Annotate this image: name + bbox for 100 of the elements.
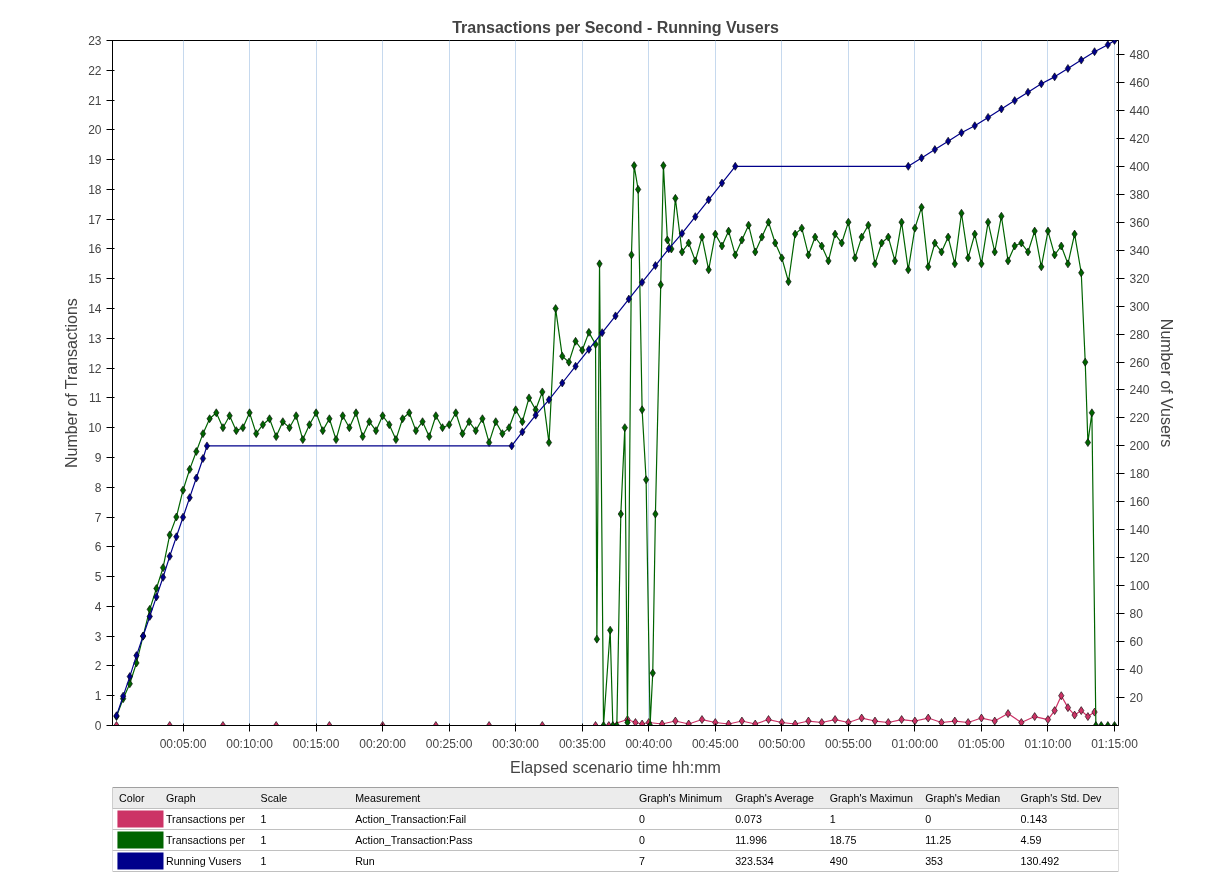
text: 353 xyxy=(925,855,944,867)
y-tick-label: 7 xyxy=(94,510,102,525)
x-tick-label: 00:05:00 xyxy=(159,736,207,751)
y2-tick-label: 240 xyxy=(1129,383,1150,398)
x-tick-label: 00:50:00 xyxy=(758,736,806,751)
text: 490 xyxy=(829,855,848,867)
y2-tick-label: 220 xyxy=(1129,411,1150,426)
y2-tick-label: 80 xyxy=(1129,607,1144,622)
y2-tick-label: 280 xyxy=(1129,327,1150,342)
x-tick-label: 01:00:00 xyxy=(891,736,939,751)
y-tick-label: 15 xyxy=(88,272,102,287)
y2-tick-label: 60 xyxy=(1129,635,1144,650)
y2-tick-label: 160 xyxy=(1129,495,1150,510)
y2-tick-label: 360 xyxy=(1129,215,1150,230)
y2-tick-label: 140 xyxy=(1129,523,1150,538)
text: Measurement xyxy=(355,792,421,804)
text: 11.25 xyxy=(925,834,952,846)
x-tick-label: 01:10:00 xyxy=(1024,736,1072,751)
text: 1 xyxy=(829,813,836,825)
y2-tick-label: 200 xyxy=(1129,439,1150,454)
text: Action_Transaction:Pass xyxy=(355,834,473,846)
text: 1 xyxy=(260,834,267,846)
y2-tick-label: 340 xyxy=(1129,243,1150,258)
y-tick-label: 2 xyxy=(94,659,102,674)
y2-tick-label: 320 xyxy=(1129,271,1150,286)
text: Graph's Minimum xyxy=(638,792,723,804)
chart-title: Transactions per Second - Running Vusers xyxy=(452,18,779,36)
y2-tick-label: 40 xyxy=(1129,663,1144,678)
x-tick-label: 00:55:00 xyxy=(825,736,873,751)
text: Color xyxy=(119,792,145,804)
x-axis-title: Elapsed scenario time hh:mm xyxy=(510,758,721,776)
text: Run xyxy=(355,855,375,867)
y-tick-label: 14 xyxy=(88,302,102,317)
y-tick-label: 0 xyxy=(94,719,102,733)
text: 0 xyxy=(925,813,932,825)
x-tick-label: 00:15:00 xyxy=(292,736,340,751)
text: 0.143 xyxy=(1020,813,1048,825)
y2-tick-label: 180 xyxy=(1129,467,1150,482)
text: 0 xyxy=(638,834,645,846)
text: 0 xyxy=(638,813,645,825)
text: Action_Transaction:Fail xyxy=(355,813,467,825)
y-tick-label: 13 xyxy=(88,331,102,346)
y2-tick-label: 100 xyxy=(1129,579,1150,594)
legend-label: Running Vusers xyxy=(165,855,242,867)
y-tick-label: 18 xyxy=(88,182,102,197)
y-tick-label: 20 xyxy=(88,123,102,138)
text: 18.75 xyxy=(829,834,857,846)
text: Graph's Std. Dev xyxy=(1020,792,1103,804)
y-tick-label: 12 xyxy=(88,361,102,376)
text: 1 xyxy=(260,813,267,825)
y2-tick-label: 460 xyxy=(1129,75,1150,90)
y-tick-label: 11 xyxy=(89,391,102,406)
y-tick-label: 8 xyxy=(94,480,102,495)
y-tick-label: 10 xyxy=(88,421,102,436)
y-tick-label: 16 xyxy=(88,242,102,257)
y-tick-label: 23 xyxy=(88,34,102,48)
y-tick-label: 9 xyxy=(94,450,102,465)
text: Scale xyxy=(260,792,288,804)
y2-tick-label: 260 xyxy=(1129,355,1150,370)
y-tick-label: 1 xyxy=(94,689,102,704)
text: 0.073 xyxy=(735,813,762,825)
y-tick-label: 21 xyxy=(88,93,102,108)
y2-tick-label: 400 xyxy=(1129,159,1150,174)
x-tick-label: 00:45:00 xyxy=(691,736,739,751)
x-tick-label: 00:10:00 xyxy=(226,736,274,751)
text: Graph's Median xyxy=(925,792,1001,804)
y2-tick-label: 380 xyxy=(1129,187,1150,202)
text: Graph's Average xyxy=(735,792,815,804)
y2-tick-label: 420 xyxy=(1129,131,1150,146)
x-tick-label: 00:35:00 xyxy=(558,736,606,751)
y-tick-label: 22 xyxy=(88,63,102,78)
y2-axis-title: Number of Vusers xyxy=(1157,318,1175,448)
x-tick-label: 00:20:00 xyxy=(359,736,407,751)
y-axis-title: Number of Transactions xyxy=(63,298,81,469)
x-tick-label: 00:25:00 xyxy=(425,736,473,751)
text: 323.534 xyxy=(735,855,774,867)
x-tick-label: 00:30:00 xyxy=(492,736,540,751)
x-tick-label: 01:05:00 xyxy=(958,736,1006,751)
legend-label: Transactions per xyxy=(165,834,246,846)
x-tick-label: 01:15:00 xyxy=(1091,736,1139,751)
y-tick-label: 3 xyxy=(94,629,102,644)
y-tick-label: 17 xyxy=(88,212,102,227)
y-tick-label: 19 xyxy=(88,153,102,168)
y2-tick-label: 300 xyxy=(1129,299,1150,314)
y2-tick-label: 120 xyxy=(1129,551,1150,566)
y-tick-label: 5 xyxy=(94,570,102,585)
text: 1 xyxy=(260,855,267,867)
text: 4.59 xyxy=(1020,834,1042,846)
y-tick-label: 4 xyxy=(94,599,102,614)
y-tick-label: 6 xyxy=(94,540,102,555)
x-tick-label: 00:40:00 xyxy=(625,736,673,751)
y2-tick-label: 20 xyxy=(1129,691,1144,706)
text: 130.492 xyxy=(1020,855,1060,867)
text: 7 xyxy=(638,855,645,867)
text: Graph xyxy=(165,792,196,804)
text: 11.996 xyxy=(735,834,768,846)
text: Graph's Maximun xyxy=(829,792,914,804)
y2-tick-label: 440 xyxy=(1129,103,1150,118)
legend-label: Transactions per xyxy=(165,813,246,825)
y2-tick-label: 480 xyxy=(1129,47,1150,62)
